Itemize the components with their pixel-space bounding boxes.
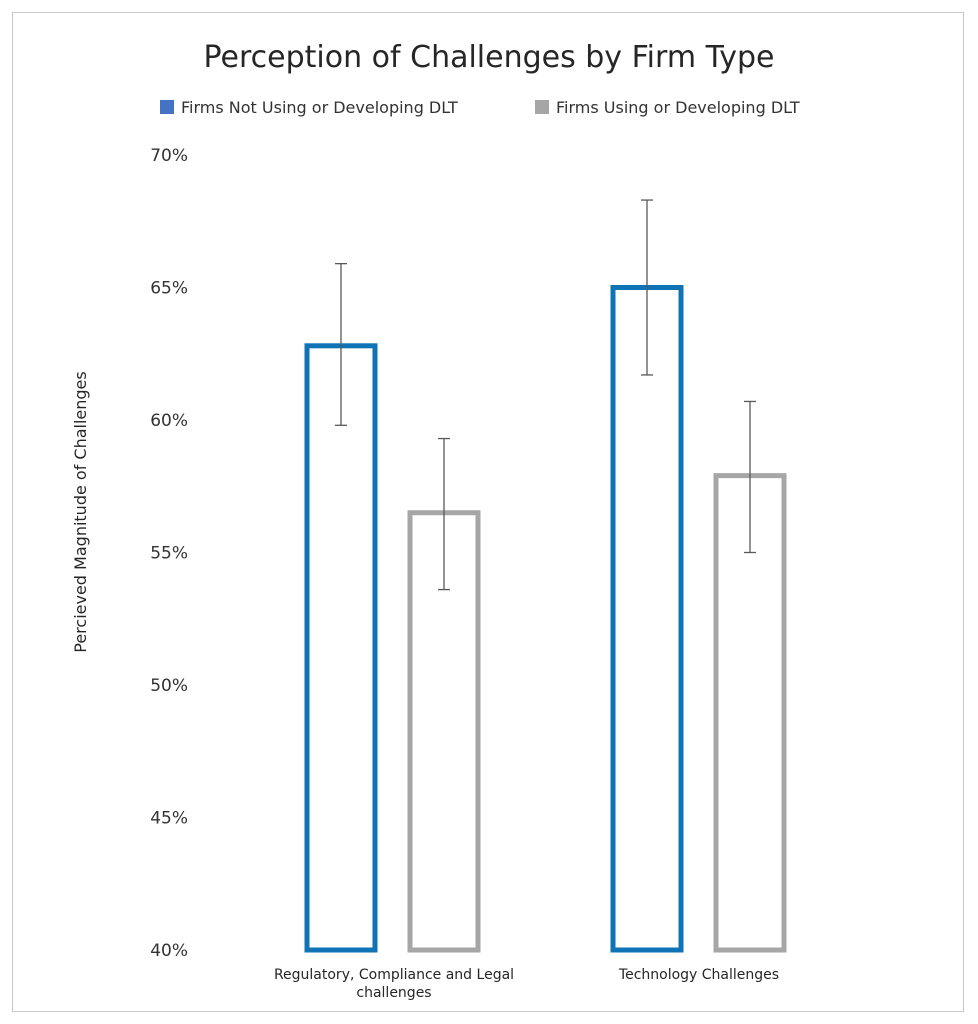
bar <box>304 343 378 953</box>
chart-frame <box>12 12 964 1012</box>
bar <box>610 285 684 953</box>
error-bars <box>335 199 756 591</box>
y-tick-label: 70% <box>150 146 188 166</box>
legend: Firms Not Using or Developing DLT Firms U… <box>160 98 800 117</box>
legend-label: Firms Using or Developing DLT <box>556 98 800 117</box>
y-axis-label: Percieved Magnitude of Challenges <box>71 371 90 652</box>
bars <box>304 285 787 953</box>
chart-title: Perception of Challenges by Firm Type <box>204 40 775 75</box>
legend-swatch <box>160 100 174 114</box>
y-tick-label: 65% <box>150 279 188 299</box>
x-category-label: Regulatory, Compliance and Legal challeng… <box>274 967 514 1001</box>
y-tick-label: 60% <box>150 411 188 431</box>
x-axis: Regulatory, Compliance and Legal challeng… <box>274 967 779 1001</box>
legend-label: Firms Not Using or Developing DLT <box>181 98 458 117</box>
y-axis: 40% 45% 50% 55% 60% 65% 70% <box>150 146 188 961</box>
legend-swatch <box>535 100 549 114</box>
y-tick-label: 40% <box>150 941 188 961</box>
y-tick-label: 55% <box>150 544 188 564</box>
x-category-label: Technology Challenges <box>618 967 779 983</box>
y-tick-label: 45% <box>150 809 188 829</box>
y-tick-label: 50% <box>150 676 188 696</box>
